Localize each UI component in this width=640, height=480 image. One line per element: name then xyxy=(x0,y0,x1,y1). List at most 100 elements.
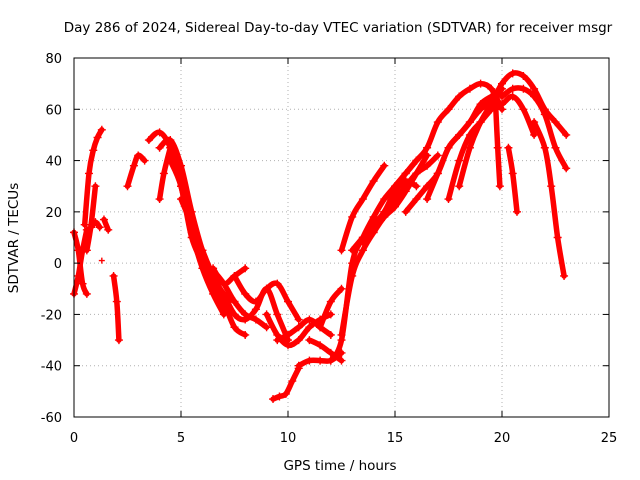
data-point xyxy=(187,220,196,229)
series-arc-36 xyxy=(487,92,539,139)
data-point xyxy=(491,100,500,109)
data-point xyxy=(433,118,442,127)
stray-points xyxy=(98,257,105,264)
data-point xyxy=(519,84,528,93)
data-point xyxy=(294,361,303,370)
y-tick-label: -20 xyxy=(41,308,62,323)
data-point xyxy=(358,238,367,247)
data-point xyxy=(219,279,228,288)
data-point xyxy=(337,284,346,293)
data-point xyxy=(455,182,464,191)
data-point xyxy=(316,356,325,365)
data-point xyxy=(74,271,83,280)
series-arc-7 xyxy=(109,271,123,345)
data-point xyxy=(476,118,485,127)
data-point xyxy=(284,297,292,306)
series-arc-39 xyxy=(491,100,504,191)
data-point xyxy=(166,136,175,145)
data-point xyxy=(337,356,346,365)
series-arc-28 xyxy=(358,151,442,247)
data-point xyxy=(337,246,346,255)
data-point xyxy=(140,156,149,165)
data-point xyxy=(530,92,539,101)
data-point xyxy=(177,195,185,204)
data-point xyxy=(560,271,569,280)
data-point xyxy=(177,161,185,170)
series-arc-5 xyxy=(87,218,104,232)
data-point xyxy=(82,289,91,298)
data-point xyxy=(348,246,357,255)
y-tick-label: 0 xyxy=(54,257,62,272)
data-point xyxy=(123,182,132,191)
data-point xyxy=(284,341,292,350)
series-arc-10 xyxy=(155,136,250,339)
data-point xyxy=(275,392,284,401)
series-arc-37 xyxy=(530,118,569,280)
data-point xyxy=(251,305,260,314)
data-point xyxy=(98,257,105,264)
data-point xyxy=(465,118,474,127)
y-tick-label: -60 xyxy=(41,411,62,426)
data-point xyxy=(134,151,143,160)
data-point xyxy=(91,182,100,191)
data-point xyxy=(273,310,282,319)
data-point xyxy=(498,92,506,101)
data-point xyxy=(530,130,539,139)
x-tick-label: 15 xyxy=(387,431,404,446)
data-point xyxy=(284,330,292,339)
y-tick-label: 80 xyxy=(45,52,62,67)
data-point xyxy=(78,279,87,288)
y-tick-label: 20 xyxy=(45,206,62,221)
data-point xyxy=(465,143,474,152)
data-point xyxy=(281,389,290,398)
data-point xyxy=(401,169,410,178)
data-point xyxy=(444,105,453,114)
data-point xyxy=(159,169,168,178)
data-point xyxy=(262,323,271,332)
data-point xyxy=(412,169,421,178)
data-point xyxy=(530,84,539,93)
data-point xyxy=(401,182,410,191)
data-point xyxy=(551,118,560,127)
data-point xyxy=(358,195,367,204)
data-point xyxy=(91,218,100,227)
series-arc-11 xyxy=(155,143,175,204)
data-point xyxy=(326,348,335,357)
data-point xyxy=(95,223,104,232)
data-point xyxy=(433,151,442,160)
data-point xyxy=(562,130,571,139)
data-point xyxy=(112,297,121,306)
x-tick-label: 10 xyxy=(280,431,297,446)
data-point xyxy=(251,315,260,324)
data-point xyxy=(230,271,239,280)
series-arc-25 xyxy=(337,151,432,339)
data-point xyxy=(104,225,113,234)
data-point xyxy=(155,195,164,204)
chart-title: Day 286 of 2024, Sidereal Day-to-day VTE… xyxy=(64,20,613,36)
series-arc-38 xyxy=(504,143,521,216)
data-point xyxy=(423,143,432,152)
series-line xyxy=(360,152,441,246)
y-tick-label: 60 xyxy=(45,103,62,118)
data-point xyxy=(455,130,464,139)
data-point xyxy=(498,79,506,88)
data-point xyxy=(412,195,421,204)
data-point xyxy=(198,246,207,255)
data-point xyxy=(316,323,325,332)
data-point xyxy=(401,207,410,216)
data-point xyxy=(369,228,378,237)
data-point xyxy=(519,105,528,114)
data-point xyxy=(316,341,325,350)
data-point xyxy=(273,336,282,345)
data-point xyxy=(380,207,389,216)
x-tick-label: 0 xyxy=(70,431,78,446)
data-point xyxy=(294,323,303,332)
data-point xyxy=(487,84,496,93)
data-point xyxy=(230,323,239,332)
data-point xyxy=(358,246,367,255)
data-point xyxy=(391,182,399,191)
data-point xyxy=(269,395,278,404)
data-point xyxy=(177,182,185,191)
data-point xyxy=(391,195,399,204)
